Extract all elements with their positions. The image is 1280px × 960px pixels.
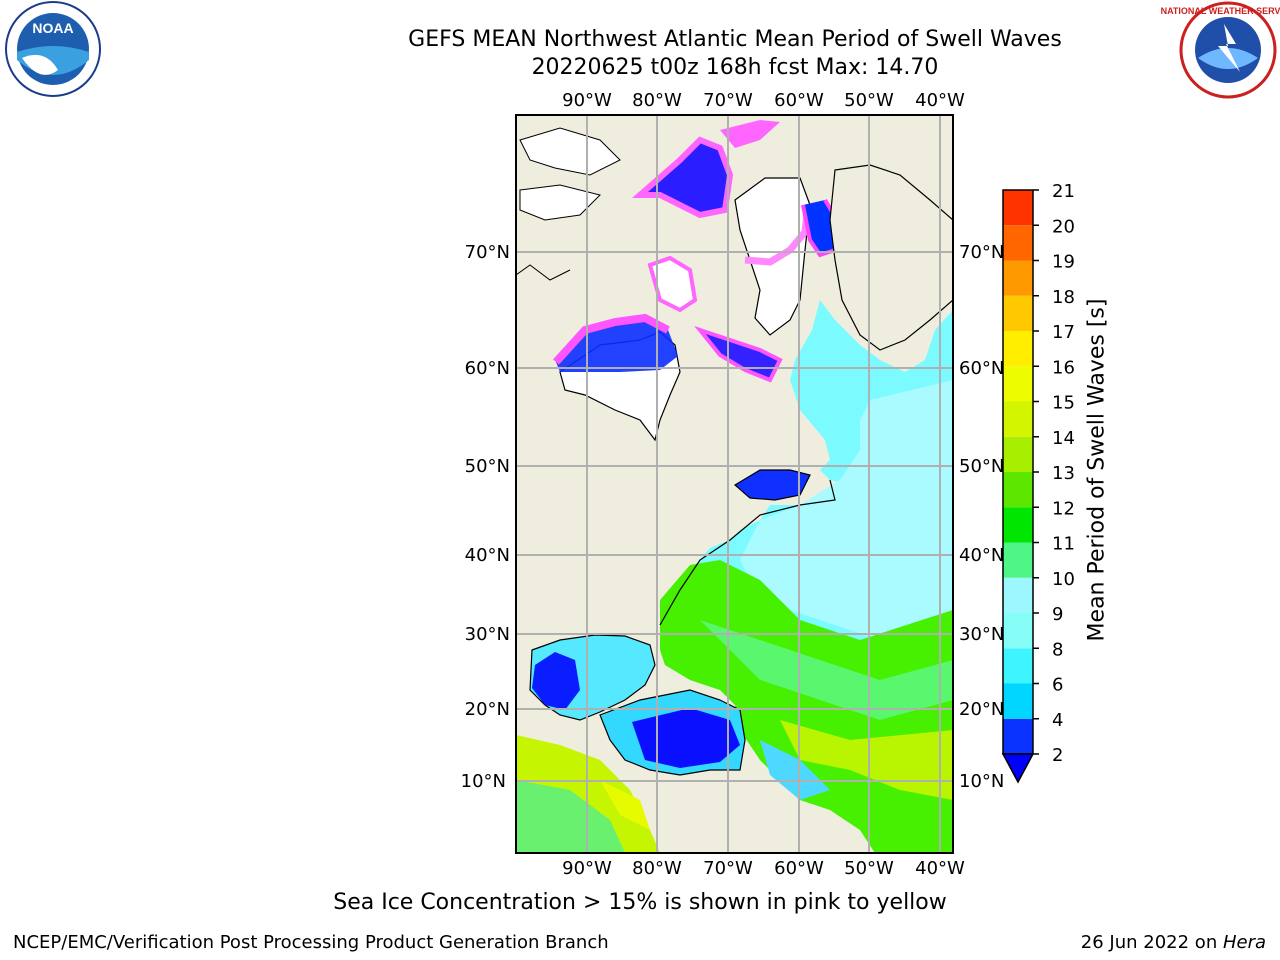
lat-label: 20°N bbox=[959, 699, 1004, 720]
lon-label: 80°W bbox=[632, 858, 682, 879]
colorbar-tick-label: 4 bbox=[1052, 710, 1063, 731]
colorbar-tick-label: 2 bbox=[1052, 745, 1063, 766]
colorbar-segment bbox=[1003, 401, 1033, 437]
colorbar-tick-label: 15 bbox=[1052, 393, 1075, 414]
colorbar-tick-label: 9 bbox=[1052, 604, 1063, 625]
colorbar-segment bbox=[1003, 295, 1033, 331]
colorbar-segment bbox=[1003, 648, 1033, 684]
colorbar-tick-label: 6 bbox=[1052, 675, 1063, 696]
lat-labels-right: 70°N 60°N 50°N 40°N 30°N 20°N 10°N bbox=[959, 242, 1004, 792]
footer-credit: NCEP/EMC/Verification Post Processing Pr… bbox=[13, 932, 609, 953]
lat-label: 10°N bbox=[959, 771, 1004, 792]
plot-title: GEFS MEAN Northwest Atlantic Mean Period… bbox=[408, 27, 1062, 52]
lat-label: 30°N bbox=[465, 624, 510, 645]
plot-subtitle: 20220625 t00z 168h fcst Max: 14.70 bbox=[531, 55, 939, 80]
lon-label: 50°W bbox=[844, 858, 894, 879]
lon-label: 90°W bbox=[562, 90, 612, 111]
lon-label: 90°W bbox=[562, 858, 612, 879]
svg-text:NATIONAL WEATHER SERVICE: NATIONAL WEATHER SERVICE bbox=[1161, 6, 1280, 16]
noaa-logo-text: NOAA bbox=[32, 20, 73, 36]
colorbar-segment bbox=[1003, 225, 1033, 261]
arctic-ice bbox=[632, 136, 734, 219]
lat-label: 50°N bbox=[959, 456, 1004, 477]
colorbar-segment bbox=[1003, 472, 1033, 508]
greenland bbox=[829, 164, 953, 351]
colorbar-segment bbox=[1003, 683, 1033, 719]
lat-label: 70°N bbox=[465, 242, 510, 263]
colorbar-tick-label: 18 bbox=[1052, 287, 1075, 308]
colorbar-tick-label: 16 bbox=[1052, 357, 1075, 378]
colorbar-tick-label: 12 bbox=[1052, 498, 1075, 519]
noaa-logo: NOAA bbox=[5, 1, 101, 97]
colorbar-segment bbox=[1003, 577, 1033, 613]
lat-label: 50°N bbox=[465, 456, 510, 477]
lat-label: 10°N bbox=[461, 771, 506, 792]
lon-label: 60°W bbox=[774, 858, 824, 879]
colorbar-segment bbox=[1003, 507, 1033, 543]
colorbar-tick-label: 8 bbox=[1052, 639, 1063, 660]
gulf-st-lawrence bbox=[733, 469, 811, 501]
lon-label: 80°W bbox=[632, 90, 682, 111]
colorbar-segment bbox=[1003, 331, 1033, 367]
lon-labels-top: 90°W 80°W 70°W 60°W 50°W 40°W bbox=[562, 90, 965, 111]
footer-system: Hera bbox=[1222, 932, 1266, 953]
lon-label: 40°W bbox=[915, 90, 965, 111]
lat-label: 60°N bbox=[465, 358, 510, 379]
lat-label: 70°N bbox=[959, 242, 1004, 263]
colorbar-tick-label: 21 bbox=[1052, 181, 1075, 202]
colorbar-tick-label: 17 bbox=[1052, 322, 1075, 343]
colorbar-segment bbox=[1003, 190, 1033, 226]
colorbar-segment bbox=[1003, 436, 1033, 472]
lon-label: 40°W bbox=[915, 858, 965, 879]
lon-label: 50°W bbox=[844, 90, 894, 111]
colorbar-segment bbox=[1003, 366, 1033, 402]
colorbar-extend-arrow bbox=[1001, 753, 1035, 784]
footer-date: 26 Jun 2022 on Hera bbox=[1081, 932, 1266, 953]
colorbar-tick-label: 13 bbox=[1052, 463, 1075, 484]
lon-label: 60°W bbox=[774, 90, 824, 111]
map-frame bbox=[515, 114, 954, 854]
lat-label: 40°N bbox=[465, 545, 510, 566]
lat-label: 20°N bbox=[465, 699, 510, 720]
lon-label: 70°W bbox=[703, 858, 753, 879]
graticule bbox=[516, 115, 953, 853]
lat-labels-left: 70°N 60°N 50°N 40°N 30°N 20°N 10°N bbox=[461, 242, 510, 792]
footer-date-text: 26 Jun 2022 on bbox=[1080, 932, 1223, 953]
colorbar-tick-label: 10 bbox=[1052, 569, 1075, 590]
colorbar-segment bbox=[1003, 613, 1033, 649]
colorbar-tick-label: 11 bbox=[1052, 534, 1075, 555]
colorbar-segment bbox=[1003, 542, 1033, 578]
nws-logo: NATIONAL WEATHER SERVICE bbox=[1161, 1, 1280, 99]
colorbar-segment bbox=[1003, 260, 1033, 296]
lat-label: 40°N bbox=[959, 545, 1004, 566]
colorbar-tick-label: 20 bbox=[1052, 216, 1075, 237]
colorbar-segment bbox=[1003, 718, 1033, 754]
lon-label: 70°W bbox=[703, 90, 753, 111]
lon-labels-bottom: 90°W 80°W 70°W 60°W 50°W 40°W bbox=[562, 858, 965, 879]
lat-label: 60°N bbox=[959, 358, 1004, 379]
map-panel bbox=[516, 115, 953, 853]
colorbar-label: Mean Period of Swell Waves [s] bbox=[1084, 298, 1110, 642]
colorbar: 2 4 6 8 9 10 11 12 13 14 15 16 17 18 19 20 21 bbox=[1001, 181, 1075, 784]
colorbar-tick-label: 14 bbox=[1052, 428, 1075, 449]
lat-label: 30°N bbox=[959, 624, 1004, 645]
colorbar-tick-label: 19 bbox=[1052, 252, 1075, 273]
ice-note: Sea Ice Concentration > 15% is shown in … bbox=[333, 890, 947, 915]
